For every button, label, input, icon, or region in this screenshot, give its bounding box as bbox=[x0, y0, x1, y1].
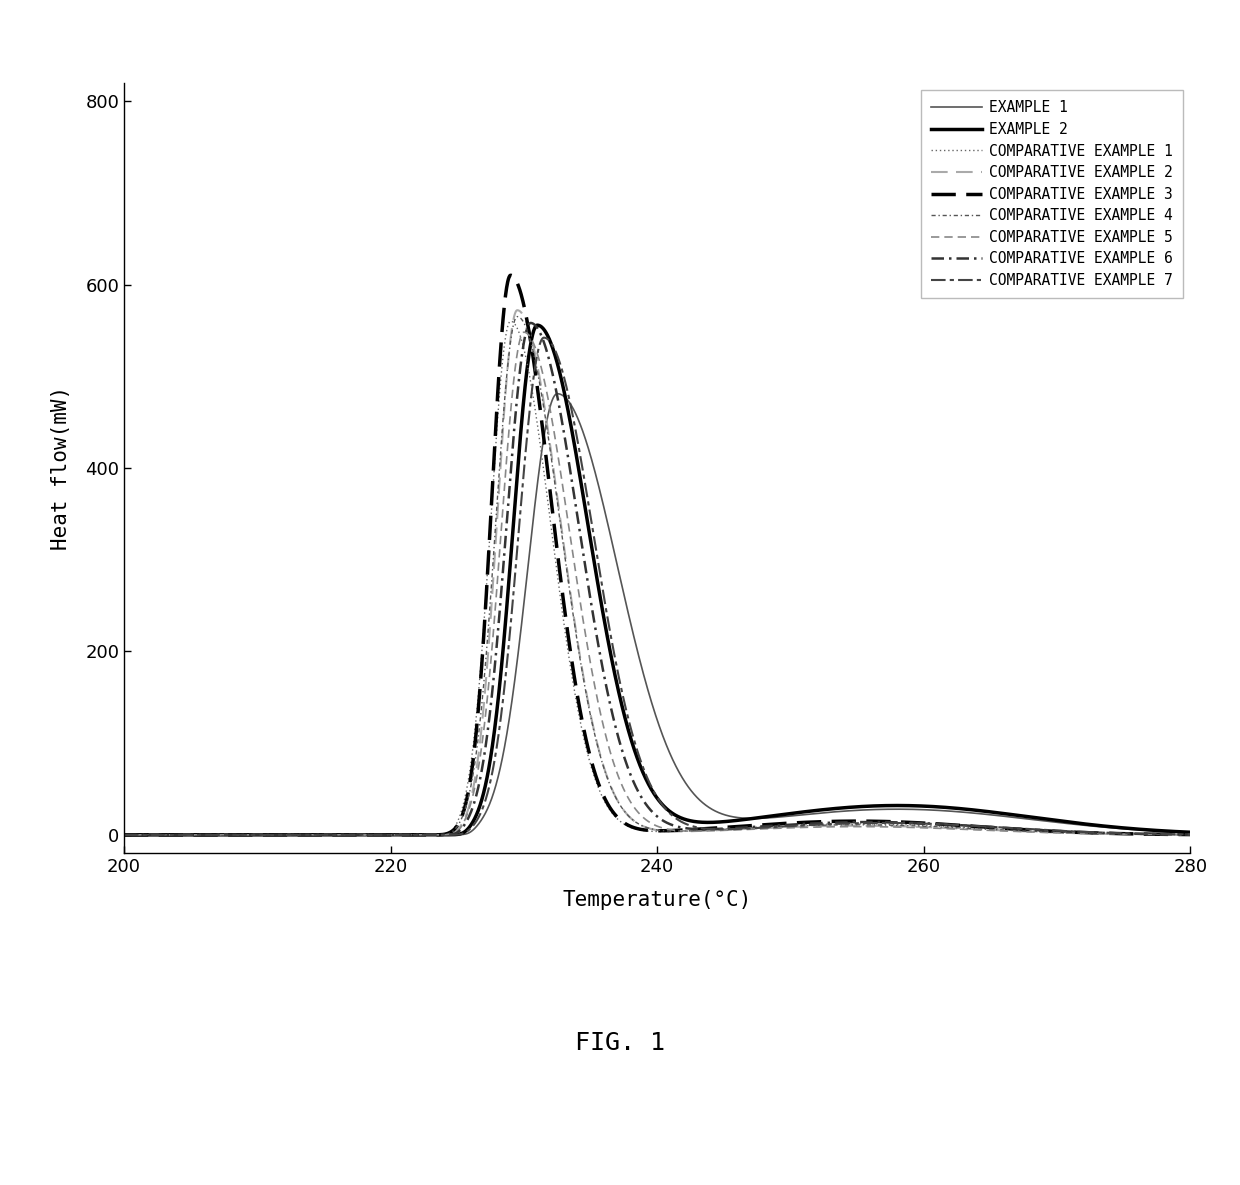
Text: FIG. 1: FIG. 1 bbox=[575, 1031, 665, 1055]
X-axis label: Temperature(°C): Temperature(°C) bbox=[563, 890, 751, 910]
Y-axis label: Heat flow(mW): Heat flow(mW) bbox=[51, 386, 71, 550]
Legend: EXAMPLE 1, EXAMPLE 2, COMPARATIVE EXAMPLE 1, COMPARATIVE EXAMPLE 2, COMPARATIVE : EXAMPLE 1, EXAMPLE 2, COMPARATIVE EXAMPL… bbox=[920, 90, 1183, 299]
